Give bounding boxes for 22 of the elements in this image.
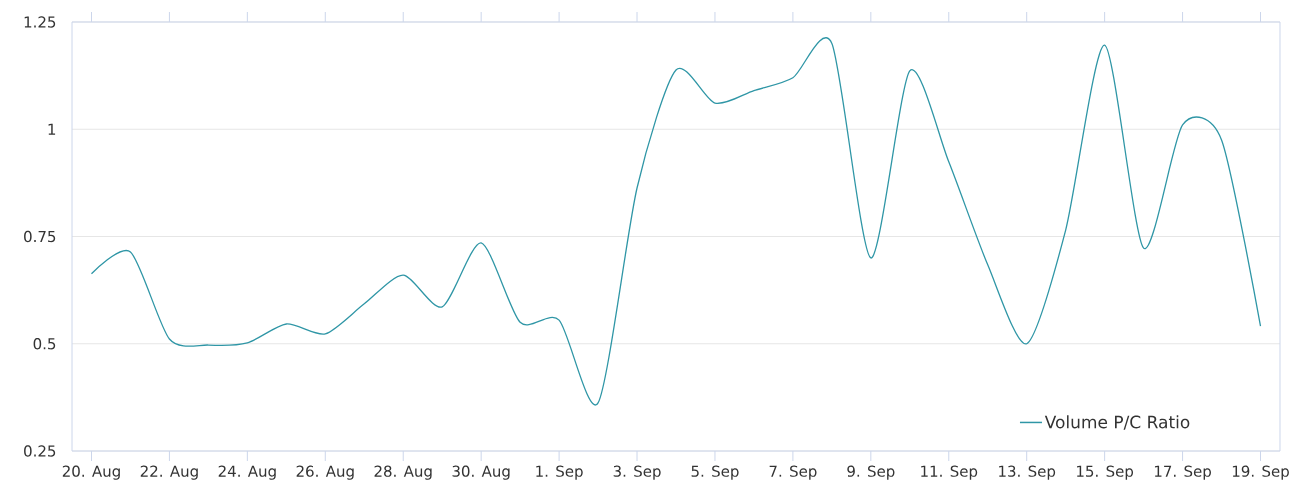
x-tick-label: 13. Sep <box>999 465 1056 480</box>
x-tick-label: 15. Sep <box>1077 465 1134 480</box>
x-tick-label: 24. Aug <box>218 465 276 480</box>
x-tick-label: 3. Sep <box>613 465 661 480</box>
x-tick-label: 30. Aug <box>452 465 510 480</box>
x-tick-label: 7. Sep <box>769 465 817 480</box>
x-tick-label: 28. Aug <box>374 465 432 480</box>
x-tick-label: 1. Sep <box>536 465 583 480</box>
x-tick-label: 17. Sep <box>1154 465 1211 480</box>
y-tick-label: 1.25 <box>24 16 56 28</box>
y-tick-label: 1 <box>48 123 56 135</box>
y-tick-label: 0.75 <box>24 230 56 243</box>
x-tick-label: 22. Aug <box>140 465 198 480</box>
x-tick-label: 26. Aug <box>296 465 354 480</box>
x-tick-label: 11. Sep <box>921 465 978 480</box>
x-tick-label: 9. Sep <box>847 465 895 480</box>
x-tick-label: 20. Aug <box>62 465 120 480</box>
x-tick-label: 19. Sep <box>1232 465 1289 480</box>
y-tick-label: 0.25 <box>24 445 56 457</box>
legend-label: Volume P/C Ratio <box>1044 415 1190 430</box>
y-tick-label: 0.5 <box>33 338 56 350</box>
x-tick-label: 5. Sep <box>691 465 739 480</box>
